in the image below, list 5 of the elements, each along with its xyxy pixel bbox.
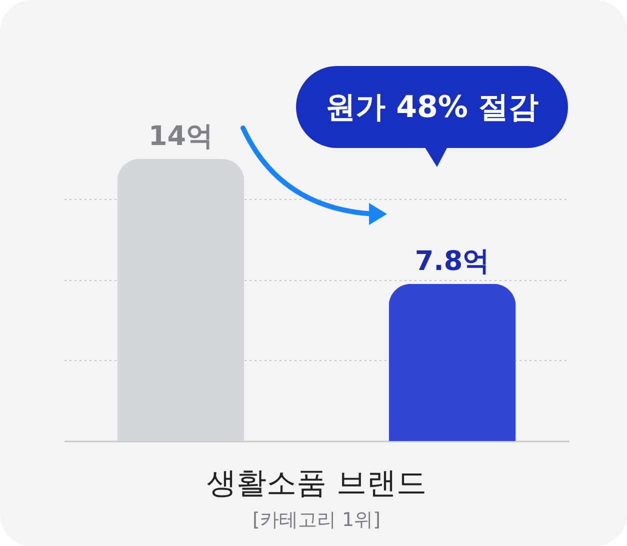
data-label: 7.8억 xyxy=(414,246,490,277)
text: 생활소품 브랜드 xyxy=(206,466,426,501)
text: 원가 48% 절감 xyxy=(296,66,568,148)
data-label: 14억 xyxy=(148,121,214,152)
text: [카테고리 1위] xyxy=(252,509,380,531)
